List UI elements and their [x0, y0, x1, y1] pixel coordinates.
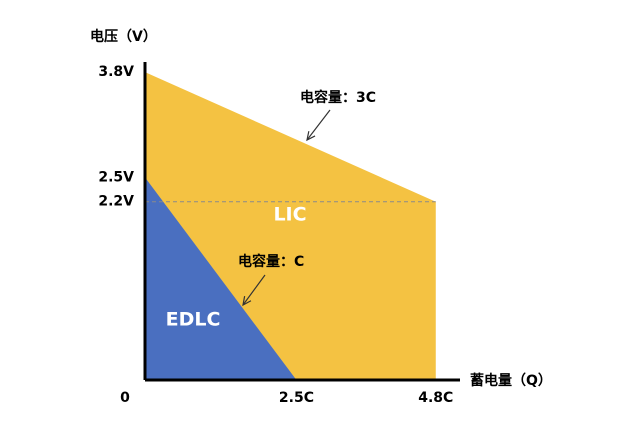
annotation: 电容量：C [238, 253, 304, 270]
y-tick-label: 2.2V [98, 194, 134, 210]
annotation-arrow [242, 274, 266, 306]
annotation: 电容量：3C [300, 89, 376, 106]
x-axis-label: 蓄电量（Q） [470, 372, 552, 389]
annotation-arrowhead [242, 296, 252, 307]
annotation-arrowhead [306, 131, 316, 142]
series-label: EDLC [166, 309, 221, 331]
area [145, 177, 297, 380]
y-axis-label: 电压（V） [90, 28, 157, 45]
y-tick-label: 3.8V [98, 64, 134, 80]
y-tick-label: 2.5V [98, 169, 134, 185]
x-tick-label: 4.8C [418, 390, 453, 406]
series-label: LIC [273, 204, 306, 226]
y-tick-label: 0 [120, 390, 130, 406]
annotation-arrow [306, 109, 331, 141]
x-tick-label: 2.5C [279, 390, 314, 406]
